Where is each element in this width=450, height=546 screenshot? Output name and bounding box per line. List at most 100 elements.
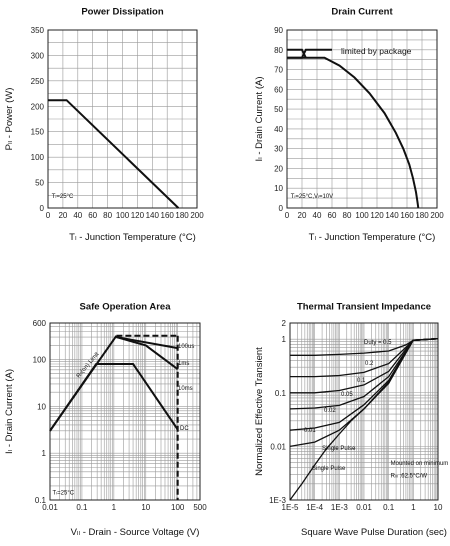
power-xtick-7: 140 xyxy=(146,211,160,220)
power-ytick-5: 250 xyxy=(31,77,45,86)
soa-plot-frame xyxy=(49,322,201,501)
soa-title: Safe Operation Area xyxy=(80,302,172,313)
current-ylabel: Iₗ - Drain Current (A) xyxy=(254,77,265,162)
power-plot-frame xyxy=(47,29,198,209)
thermal-xtick-0: 1E-5 xyxy=(282,503,299,512)
soa-xtick-3: 10 xyxy=(141,503,150,512)
thermal-title: Thermal Transient Impedance xyxy=(297,302,431,313)
thermal-annotation-2: Single Pulse xyxy=(322,446,356,452)
current-ytick-1: 10 xyxy=(274,184,283,193)
thermal-xtick-5: 1 xyxy=(411,503,416,512)
soa-ytick-2: 10 xyxy=(37,402,46,411)
thermal-annotation-0: Mounted on minimum pad xyxy=(391,461,450,467)
current-ytick-3: 30 xyxy=(274,145,283,154)
thermal-plot-frame xyxy=(289,322,439,501)
current-title: Drain Current xyxy=(331,7,393,18)
soa-series-dc xyxy=(49,363,179,432)
thermal-label-0.1: 0.1 xyxy=(357,378,366,384)
current-xtick-7: 140 xyxy=(385,211,399,220)
current-xtick-1: 20 xyxy=(298,211,307,220)
thermal-label-0.2: 0.2 xyxy=(365,361,374,367)
thermal-xtick-3: 0.01 xyxy=(356,503,372,512)
current-xtick-3: 60 xyxy=(328,211,337,220)
thermal-label-single-pulse: Single Pulse xyxy=(312,466,346,472)
power-ylabel: Pₗₗ - Power (W) xyxy=(4,88,15,151)
current-xtick-9: 180 xyxy=(415,211,429,220)
current-xtick-5: 100 xyxy=(355,211,369,220)
current-xlabel: Tₗ - Junction Temperature (°C) xyxy=(309,232,436,243)
soa-label-100us: 100us xyxy=(178,344,194,350)
current-ytick-5: 50 xyxy=(274,105,283,114)
power-ytick-1: 50 xyxy=(35,179,44,188)
thermal-ytick-4: 2 xyxy=(282,319,287,328)
current-ytick-7: 70 xyxy=(274,66,283,75)
soa-label-1ms: 1ms xyxy=(178,361,189,367)
power-xtick-2: 40 xyxy=(73,211,82,220)
soa-ytick-0: 0.1 xyxy=(35,496,47,505)
current-xtick-2: 40 xyxy=(313,211,322,220)
soa-ytick-4: 600 xyxy=(33,319,47,328)
thermal-xtick-2: 1E-3 xyxy=(331,503,348,512)
thermal-label-0.01: 0.01 xyxy=(304,428,316,434)
power-xtick-6: 120 xyxy=(131,211,145,220)
power-xtick-1: 20 xyxy=(58,211,67,220)
soa-xtick-4: 100 xyxy=(171,503,185,512)
current-ytick-2: 20 xyxy=(274,164,283,173)
soa-annotation-0: Tₗ=25°C xyxy=(53,491,75,497)
thermal-ytick-3: 1 xyxy=(282,335,287,344)
power-ytick-6: 300 xyxy=(31,51,45,60)
power-xtick-9: 180 xyxy=(175,211,189,220)
power-title: Power Dissipation xyxy=(81,7,164,18)
current-ytick-6: 60 xyxy=(274,85,283,94)
soa-label-dc: DC xyxy=(180,426,189,432)
current-ytick-4: 40 xyxy=(274,125,283,134)
current-ytick-0: 0 xyxy=(279,204,284,213)
power-ytick-7: 350 xyxy=(31,26,45,35)
thermal-series-single-pulse xyxy=(289,338,439,501)
power-xtick-4: 80 xyxy=(103,211,112,220)
soa-series-10ms xyxy=(116,336,179,371)
thermal-annotation-3: Duty = 0.5 xyxy=(364,340,392,346)
current-annotation-0: limited by package xyxy=(341,46,412,56)
soa-xtick-2: 1 xyxy=(112,503,117,512)
soa-xlabel: Vₗₗ - Drain - Source Voltage (V) xyxy=(71,527,200,538)
current-xtick-6: 120 xyxy=(370,211,384,220)
thermal-label-0.02: 0.02 xyxy=(324,408,336,414)
current-series-2 xyxy=(287,56,420,209)
current-plot-frame xyxy=(286,29,438,209)
thermal-xtick-6: 10 xyxy=(434,503,443,512)
current-ytick-8: 80 xyxy=(274,46,283,55)
soa-label-10ms: 10ms xyxy=(178,386,193,392)
current-ytick-9: 90 xyxy=(274,26,283,35)
thermal-xtick-4: 0.1 xyxy=(383,503,395,512)
thermal-ytick-0: 1E-3 xyxy=(269,496,286,505)
power-ytick-2: 100 xyxy=(31,153,45,162)
current-xtick-0: 0 xyxy=(285,211,290,220)
soa-xtick-0: 0.01 xyxy=(42,503,58,512)
current-xtick-8: 160 xyxy=(400,211,414,220)
power-xtick-10: 200 xyxy=(190,211,204,220)
power-xlabel: Tₗ - Junction Temperature (°C) xyxy=(69,232,196,243)
power-ytick-0: 0 xyxy=(40,204,45,213)
soa-xtick-5: 500 xyxy=(193,503,207,512)
thermal-ytick-1: 0.01 xyxy=(270,442,286,451)
thermal-ytick-2: 0.1 xyxy=(275,389,287,398)
thermal-annotation-1: Rₗₗₗ :62.5°C/W xyxy=(391,474,428,480)
soa-ytick-3: 100 xyxy=(33,355,47,364)
soa-ylabel: Iₗ - Drain Current (A) xyxy=(4,369,15,454)
power-xtick-0: 0 xyxy=(46,211,51,220)
current-series-1 xyxy=(287,48,332,59)
power-series-0 xyxy=(48,99,180,209)
power-ytick-4: 200 xyxy=(31,102,45,111)
thermal-ylabel: Normalized Effective Transient xyxy=(254,347,265,476)
power-annotation-0: Tₗ=25°C xyxy=(52,194,74,200)
current-xtick-10: 200 xyxy=(430,211,444,220)
power-xtick-5: 100 xyxy=(116,211,130,220)
power-xtick-8: 160 xyxy=(161,211,175,220)
power-xtick-3: 60 xyxy=(88,211,97,220)
soa-ytick-1: 1 xyxy=(42,449,47,458)
current-xtick-4: 80 xyxy=(343,211,352,220)
thermal-xtick-1: 1E-4 xyxy=(306,503,323,512)
soa-xtick-1: 0.1 xyxy=(76,503,88,512)
